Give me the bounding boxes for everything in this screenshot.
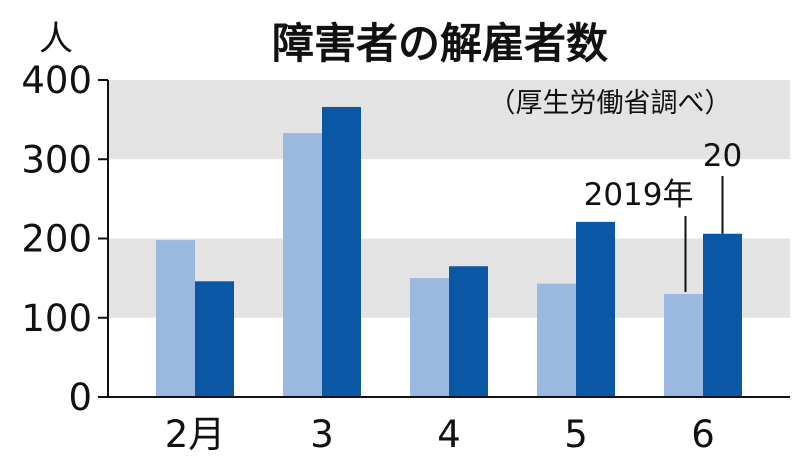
bar-2月-2019年 — [156, 240, 195, 397]
bar-2月-20 — [195, 281, 234, 397]
background-band-1 — [108, 80, 790, 160]
bar-5-2019年 — [537, 283, 576, 397]
y-tick-label-400: 400 — [21, 59, 92, 102]
bar-4-20 — [449, 266, 488, 397]
bar-4-2019年 — [410, 278, 449, 397]
chart-title: 障害者の解雇者数 — [272, 19, 608, 68]
source-note: （厚生労働省調べ） — [489, 88, 732, 119]
series-label-2019年: 2019年 — [584, 177, 694, 213]
x-category-label-2: 4 — [437, 413, 461, 456]
y-unit-label: 人 — [39, 19, 73, 59]
y-tick-label-100: 100 — [21, 297, 92, 340]
bar-6-2019年 — [664, 293, 703, 397]
bar-6-20 — [703, 233, 742, 397]
bar-3-20 — [322, 106, 361, 397]
bar-3-2019年 — [283, 133, 322, 397]
bar-5-20 — [576, 221, 615, 397]
x-category-label-4: 6 — [691, 413, 715, 456]
y-tick-label-300: 300 — [21, 138, 92, 181]
y-axis-ticks: 0 100 200 300 400 — [21, 59, 108, 419]
x-axis-labels: 2月 3 4 5 6 — [165, 413, 715, 456]
series-label-20: 20 — [703, 138, 742, 174]
x-category-label-1: 3 — [310, 413, 334, 456]
bars — [156, 106, 742, 397]
x-category-label-0: 2月 — [165, 413, 226, 456]
x-category-label-3: 5 — [564, 413, 588, 456]
y-tick-label-200: 200 — [21, 218, 92, 261]
y-tick-label-0: 0 — [68, 376, 92, 419]
